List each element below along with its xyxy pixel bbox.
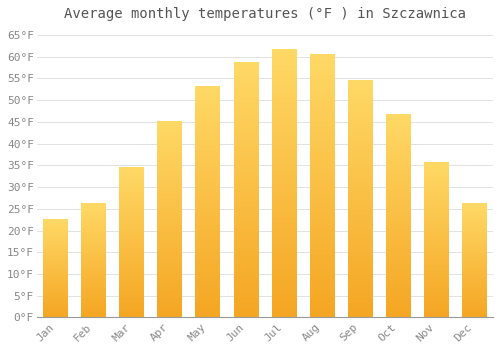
Title: Average monthly temperatures (°F ) in Szczawnica: Average monthly temperatures (°F ) in Sz…	[64, 7, 466, 21]
